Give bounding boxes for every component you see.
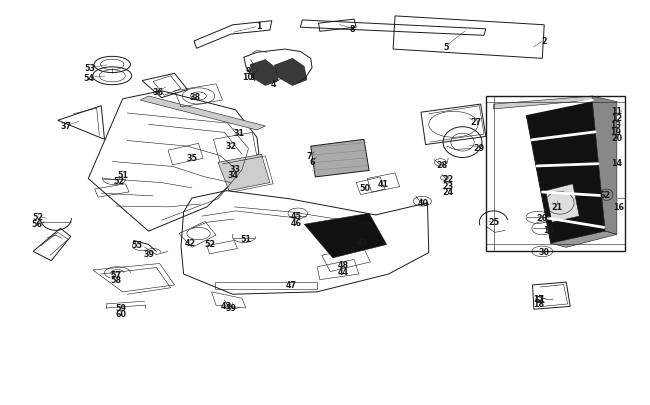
- Text: 18: 18: [534, 300, 545, 309]
- Text: 42: 42: [185, 239, 196, 247]
- Polygon shape: [526, 101, 605, 244]
- Polygon shape: [250, 60, 278, 86]
- Text: 47: 47: [286, 281, 297, 290]
- Text: 51: 51: [117, 171, 128, 179]
- Text: 41: 41: [378, 180, 389, 189]
- Polygon shape: [592, 97, 617, 235]
- Text: 22: 22: [443, 175, 454, 183]
- Text: 32: 32: [226, 141, 237, 151]
- Text: 57: 57: [111, 270, 122, 279]
- Text: 34: 34: [227, 171, 239, 179]
- Text: 54: 54: [83, 74, 94, 83]
- Text: 6: 6: [309, 158, 315, 166]
- Text: 8: 8: [350, 24, 355, 34]
- Text: 1: 1: [256, 22, 261, 32]
- Text: 38: 38: [190, 93, 201, 102]
- Text: 26: 26: [537, 213, 548, 222]
- Text: 27: 27: [470, 118, 481, 127]
- Text: 61: 61: [535, 296, 546, 305]
- Text: 52: 52: [204, 239, 215, 248]
- Text: 9: 9: [246, 67, 251, 76]
- Text: 28: 28: [436, 161, 447, 170]
- Text: 12: 12: [611, 114, 623, 123]
- Text: 15: 15: [543, 226, 554, 234]
- Text: 29: 29: [474, 143, 485, 153]
- Polygon shape: [545, 184, 579, 223]
- Text: 36: 36: [152, 88, 163, 97]
- Text: 53: 53: [84, 64, 96, 73]
- Text: 14: 14: [612, 158, 623, 167]
- Polygon shape: [274, 59, 307, 86]
- Text: 60: 60: [116, 309, 127, 318]
- Text: 17: 17: [534, 294, 545, 303]
- Text: 52: 52: [32, 212, 44, 221]
- Text: 40: 40: [418, 199, 429, 208]
- Text: 24: 24: [443, 188, 454, 196]
- Polygon shape: [304, 214, 387, 258]
- Text: 51: 51: [240, 234, 252, 243]
- Text: 55: 55: [131, 241, 142, 249]
- Text: 30: 30: [539, 247, 550, 256]
- Text: 11: 11: [612, 107, 623, 116]
- Text: 52: 52: [113, 177, 124, 186]
- Polygon shape: [551, 232, 617, 248]
- Text: 37: 37: [60, 122, 71, 131]
- Text: 16: 16: [613, 203, 623, 212]
- Polygon shape: [218, 155, 270, 191]
- Text: 48: 48: [337, 260, 348, 270]
- Text: 44: 44: [337, 267, 348, 276]
- Text: 25: 25: [488, 217, 499, 226]
- Text: 5: 5: [443, 43, 448, 51]
- Text: 19: 19: [610, 128, 621, 136]
- Text: 62: 62: [600, 191, 611, 200]
- Text: 2: 2: [541, 36, 547, 45]
- Text: 13: 13: [610, 121, 621, 130]
- Text: 39: 39: [143, 249, 154, 259]
- Text: 56: 56: [31, 219, 42, 228]
- Text: 23: 23: [443, 181, 454, 190]
- Text: 31: 31: [234, 129, 245, 138]
- Polygon shape: [311, 140, 369, 177]
- Text: 49: 49: [357, 238, 368, 247]
- Text: 3: 3: [250, 73, 255, 82]
- Text: 58: 58: [111, 275, 122, 284]
- Text: 45: 45: [291, 212, 302, 221]
- Text: 10: 10: [242, 73, 253, 82]
- Text: 21: 21: [552, 203, 563, 212]
- Text: 43: 43: [221, 301, 232, 310]
- Text: 33: 33: [230, 165, 241, 174]
- Text: 46: 46: [291, 218, 302, 227]
- Polygon shape: [140, 97, 265, 131]
- Text: 50: 50: [359, 184, 370, 193]
- Text: 59: 59: [116, 303, 127, 312]
- Polygon shape: [493, 97, 592, 110]
- Text: 35: 35: [187, 153, 198, 162]
- Text: 4: 4: [270, 80, 276, 89]
- Text: 39: 39: [226, 303, 237, 312]
- Text: 20: 20: [611, 133, 623, 143]
- Text: 7: 7: [306, 151, 311, 160]
